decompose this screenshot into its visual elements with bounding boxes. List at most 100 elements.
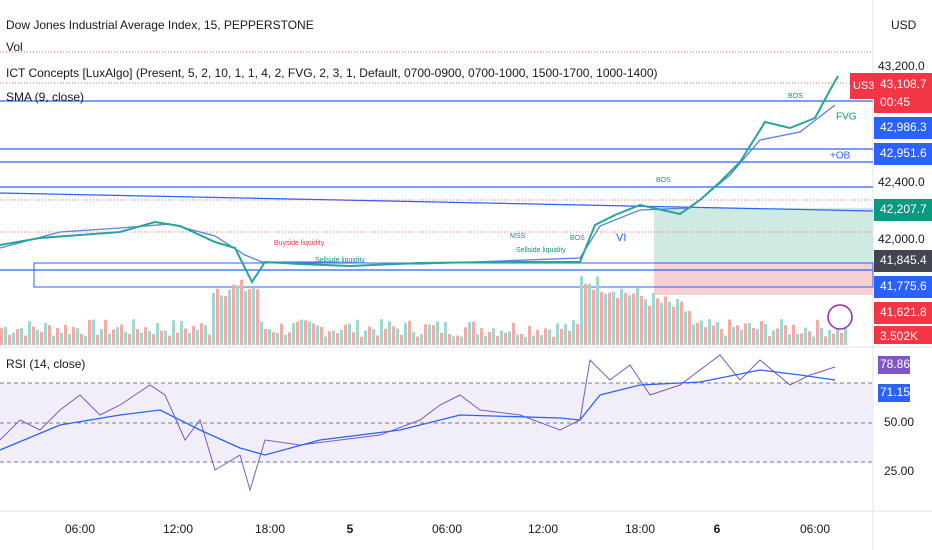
volume-bar bbox=[332, 330, 335, 345]
volume-bar bbox=[556, 323, 559, 345]
volume-bar bbox=[564, 323, 567, 345]
volume-bar bbox=[728, 319, 731, 345]
rsi-badge bbox=[878, 384, 910, 402]
volume-bar bbox=[700, 320, 703, 345]
time-tick: 12:00 bbox=[163, 522, 193, 536]
volume-bar bbox=[592, 289, 595, 345]
bos-label: BOS bbox=[656, 177, 671, 184]
volume-bar bbox=[140, 332, 143, 345]
demand-zone bbox=[654, 208, 873, 263]
volume-bar bbox=[532, 335, 535, 345]
volume-bar bbox=[136, 328, 139, 345]
volume-bar bbox=[732, 327, 735, 345]
volume-bar bbox=[664, 296, 667, 345]
volume-bar bbox=[312, 323, 315, 345]
volume-bar bbox=[380, 319, 383, 345]
volume-bar bbox=[792, 324, 795, 345]
volume-bar bbox=[644, 299, 647, 345]
volume-bar bbox=[316, 325, 319, 345]
volume-bar bbox=[72, 326, 75, 345]
volume-bar bbox=[480, 328, 483, 345]
volume-bar bbox=[408, 320, 411, 345]
volume-bar bbox=[44, 322, 47, 345]
volume-bar bbox=[548, 329, 551, 345]
symbol-title: Dow Jones Industrial Average Index, 15, … bbox=[6, 18, 314, 32]
volume-bar bbox=[364, 330, 367, 345]
volume-bar bbox=[704, 327, 707, 345]
volume-bar bbox=[400, 334, 403, 345]
volume-bar bbox=[8, 334, 11, 345]
volume-bar bbox=[352, 332, 355, 345]
level-badge bbox=[874, 143, 932, 165]
price-tick: 42,400.0 bbox=[878, 175, 925, 189]
volume-bar bbox=[108, 333, 111, 345]
last-price: 43,108.7 bbox=[880, 77, 927, 91]
rsi-badge bbox=[878, 356, 910, 374]
vi-label: VI bbox=[616, 232, 626, 244]
volume-bar bbox=[768, 336, 771, 345]
rsi-badges: 78.86 71.15 bbox=[878, 356, 910, 402]
volume-bar bbox=[580, 276, 583, 345]
volume-bar bbox=[504, 332, 507, 345]
volume-bar bbox=[268, 329, 271, 345]
level-price: 42,986.3 bbox=[880, 120, 927, 134]
time-tick: 6 bbox=[714, 522, 721, 536]
symbol-text: US30 bbox=[853, 80, 881, 92]
volume-bar bbox=[188, 332, 191, 345]
level-price: 41,775.6 bbox=[880, 279, 927, 293]
buyside-label: Buyside liquidity bbox=[274, 240, 325, 247]
time-tick: 18:00 bbox=[625, 522, 655, 536]
alert-button[interactable] bbox=[827, 304, 853, 330]
volume-bar bbox=[232, 284, 235, 345]
volume-bar bbox=[808, 331, 811, 345]
volume-bar bbox=[692, 324, 695, 345]
volume-bar bbox=[260, 321, 263, 345]
volume-bar bbox=[236, 285, 239, 345]
indicator: Vol bbox=[6, 40, 23, 54]
price-line bbox=[0, 75, 839, 285]
volume-bar bbox=[640, 296, 643, 345]
volume-bar bbox=[696, 322, 699, 345]
volume-bar bbox=[508, 331, 511, 345]
volume-bar bbox=[716, 322, 719, 345]
volume-bar bbox=[772, 330, 775, 345]
time-tick: 06:00 bbox=[65, 522, 95, 536]
volume-bar bbox=[740, 329, 743, 345]
level-badge bbox=[874, 276, 932, 298]
volume-bar bbox=[112, 329, 115, 345]
volume-bar bbox=[284, 334, 287, 345]
volume-bar bbox=[688, 311, 691, 345]
volume-bar bbox=[272, 332, 275, 345]
rsi-line bbox=[0, 354, 836, 492]
volume-bar bbox=[52, 335, 55, 345]
time-axis: 06:00 12:00 18:00 5 06:00 12:00 18:00 6 06:00 bbox=[65, 522, 830, 536]
bos-label: BOS bbox=[570, 235, 585, 242]
volume-bar bbox=[784, 325, 787, 345]
volume-bar bbox=[392, 326, 395, 345]
volume-bar bbox=[28, 321, 31, 345]
volume-bar bbox=[264, 328, 267, 345]
volume-bar bbox=[720, 329, 723, 345]
volume-bar bbox=[120, 324, 123, 345]
volume-bar bbox=[304, 320, 307, 345]
volume-bar bbox=[492, 328, 495, 345]
volume-bar bbox=[560, 328, 563, 345]
volume-bar bbox=[92, 319, 95, 345]
last-price-badge bbox=[874, 73, 932, 113]
volume-bar bbox=[632, 293, 635, 345]
level-price: 42,207.7 bbox=[880, 202, 927, 216]
volume-bar bbox=[276, 332, 279, 345]
volume-bar bbox=[32, 326, 35, 345]
volume-bar bbox=[296, 321, 299, 345]
volume-bar bbox=[752, 327, 755, 345]
currency[interactable]: USD bbox=[891, 18, 917, 32]
volume-bar bbox=[324, 336, 327, 345]
volume-bar bbox=[576, 324, 579, 345]
volume-bar bbox=[96, 334, 99, 345]
volume-bar bbox=[816, 319, 819, 345]
volume-bar bbox=[372, 329, 375, 345]
volume-bar bbox=[828, 329, 831, 345]
volume-bar bbox=[280, 323, 283, 345]
volume-bar bbox=[172, 320, 175, 345]
